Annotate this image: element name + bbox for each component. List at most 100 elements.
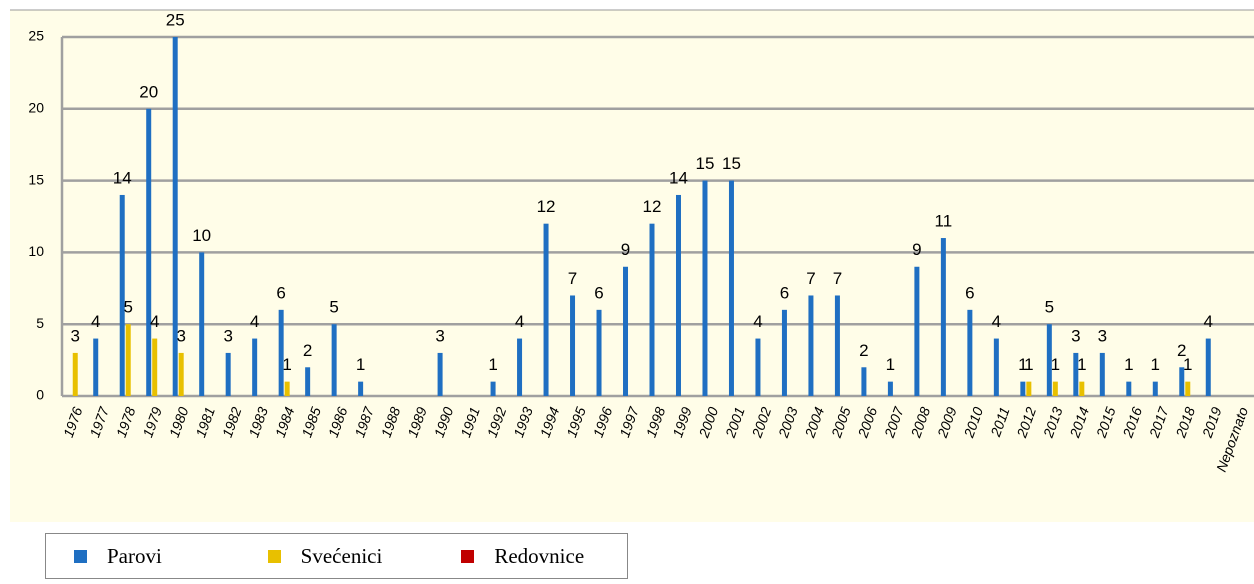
bar [1185, 381, 1191, 396]
data-label: 2 [303, 341, 312, 360]
bar [93, 338, 99, 396]
data-label: 11 [935, 212, 953, 231]
data-label: 12 [643, 197, 662, 216]
data-label: 5 [123, 298, 132, 317]
data-label: 14 [669, 168, 688, 187]
bar [1079, 381, 1085, 396]
bar [252, 338, 258, 396]
data-label: 2 [859, 341, 868, 360]
data-label: 5 [329, 298, 338, 317]
data-label: 20 [139, 82, 158, 101]
data-label: 1 [886, 355, 895, 374]
data-label: 4 [150, 312, 159, 331]
data-label: 4 [515, 312, 524, 331]
bar [781, 309, 787, 396]
data-label: 3 [435, 326, 444, 345]
bar [967, 309, 973, 396]
bar [358, 381, 364, 396]
bar [72, 352, 78, 396]
bar [570, 295, 576, 396]
bar [993, 338, 999, 396]
legend-item: Svećenici [240, 544, 434, 569]
data-label: 4 [91, 312, 100, 331]
data-label: 4 [1204, 312, 1213, 331]
bar [284, 381, 290, 396]
bar [1179, 367, 1185, 396]
data-label: 1 [1077, 355, 1086, 374]
bar [172, 37, 178, 396]
bar [596, 309, 602, 396]
bar [940, 238, 946, 396]
data-label: 1 [1024, 355, 1033, 374]
bar [331, 324, 337, 396]
legend-item: Redovnice [433, 544, 627, 569]
data-label: 15 [722, 154, 741, 173]
data-label: 6 [780, 283, 789, 302]
bar [702, 180, 708, 396]
data-label: 15 [696, 154, 715, 173]
y-tick-label: 0 [36, 387, 44, 403]
data-label: 1 [1018, 355, 1027, 374]
legend: Parovi Svećenici Redovnice [45, 533, 628, 579]
bar [1073, 352, 1079, 396]
bar [125, 324, 131, 396]
data-label: 6 [276, 283, 285, 302]
panel [10, 10, 1254, 522]
bar [1126, 381, 1132, 396]
data-label: 3 [71, 326, 80, 345]
data-label: 7 [833, 269, 842, 288]
data-label: 1 [1151, 355, 1160, 374]
data-label: 6 [594, 283, 603, 302]
bar [1020, 381, 1026, 396]
legend-item: Parovi [46, 544, 240, 569]
data-label: 3 [1071, 326, 1080, 345]
bar [178, 352, 184, 396]
bar [146, 108, 152, 397]
data-label: 1 [1051, 355, 1060, 374]
data-label: 7 [806, 269, 815, 288]
bar [649, 223, 655, 396]
bar [119, 194, 125, 396]
y-tick-label: 10 [28, 243, 44, 259]
data-label: 3 [1098, 326, 1107, 345]
data-label: 4 [992, 312, 1001, 331]
data-label: 7 [568, 269, 577, 288]
bar [490, 381, 496, 396]
data-label: 10 [192, 226, 211, 245]
bar [305, 367, 311, 396]
bar [1205, 338, 1211, 396]
data-label: 1 [282, 355, 291, 374]
bar [808, 295, 814, 396]
bar [437, 352, 443, 396]
data-label: 9 [621, 240, 630, 259]
bar [623, 266, 629, 396]
y-tick-label: 25 [28, 28, 44, 44]
data-label: 4 [250, 312, 259, 331]
legend-label: Svećenici [300, 543, 383, 568]
bar [278, 309, 284, 396]
bar [1046, 324, 1052, 396]
bar [152, 338, 158, 396]
bar [225, 352, 231, 396]
data-label: 3 [223, 326, 232, 345]
y-tick-label: 5 [36, 315, 44, 331]
data-label: 4 [753, 312, 762, 331]
bar [1052, 381, 1058, 396]
bar [1026, 381, 1032, 396]
data-label: 1 [356, 355, 365, 374]
data-label: 14 [113, 168, 132, 187]
legend-swatch [74, 549, 87, 563]
bar [543, 223, 549, 396]
data-label: 1 [488, 355, 497, 374]
data-label: 2 [1177, 341, 1186, 360]
legend-swatch [267, 549, 281, 563]
bar [914, 266, 920, 396]
bar [887, 381, 893, 396]
bar [755, 338, 761, 396]
data-label: 12 [537, 197, 556, 216]
bar [861, 367, 867, 396]
bar [675, 194, 681, 396]
data-label: 1 [1183, 355, 1192, 374]
